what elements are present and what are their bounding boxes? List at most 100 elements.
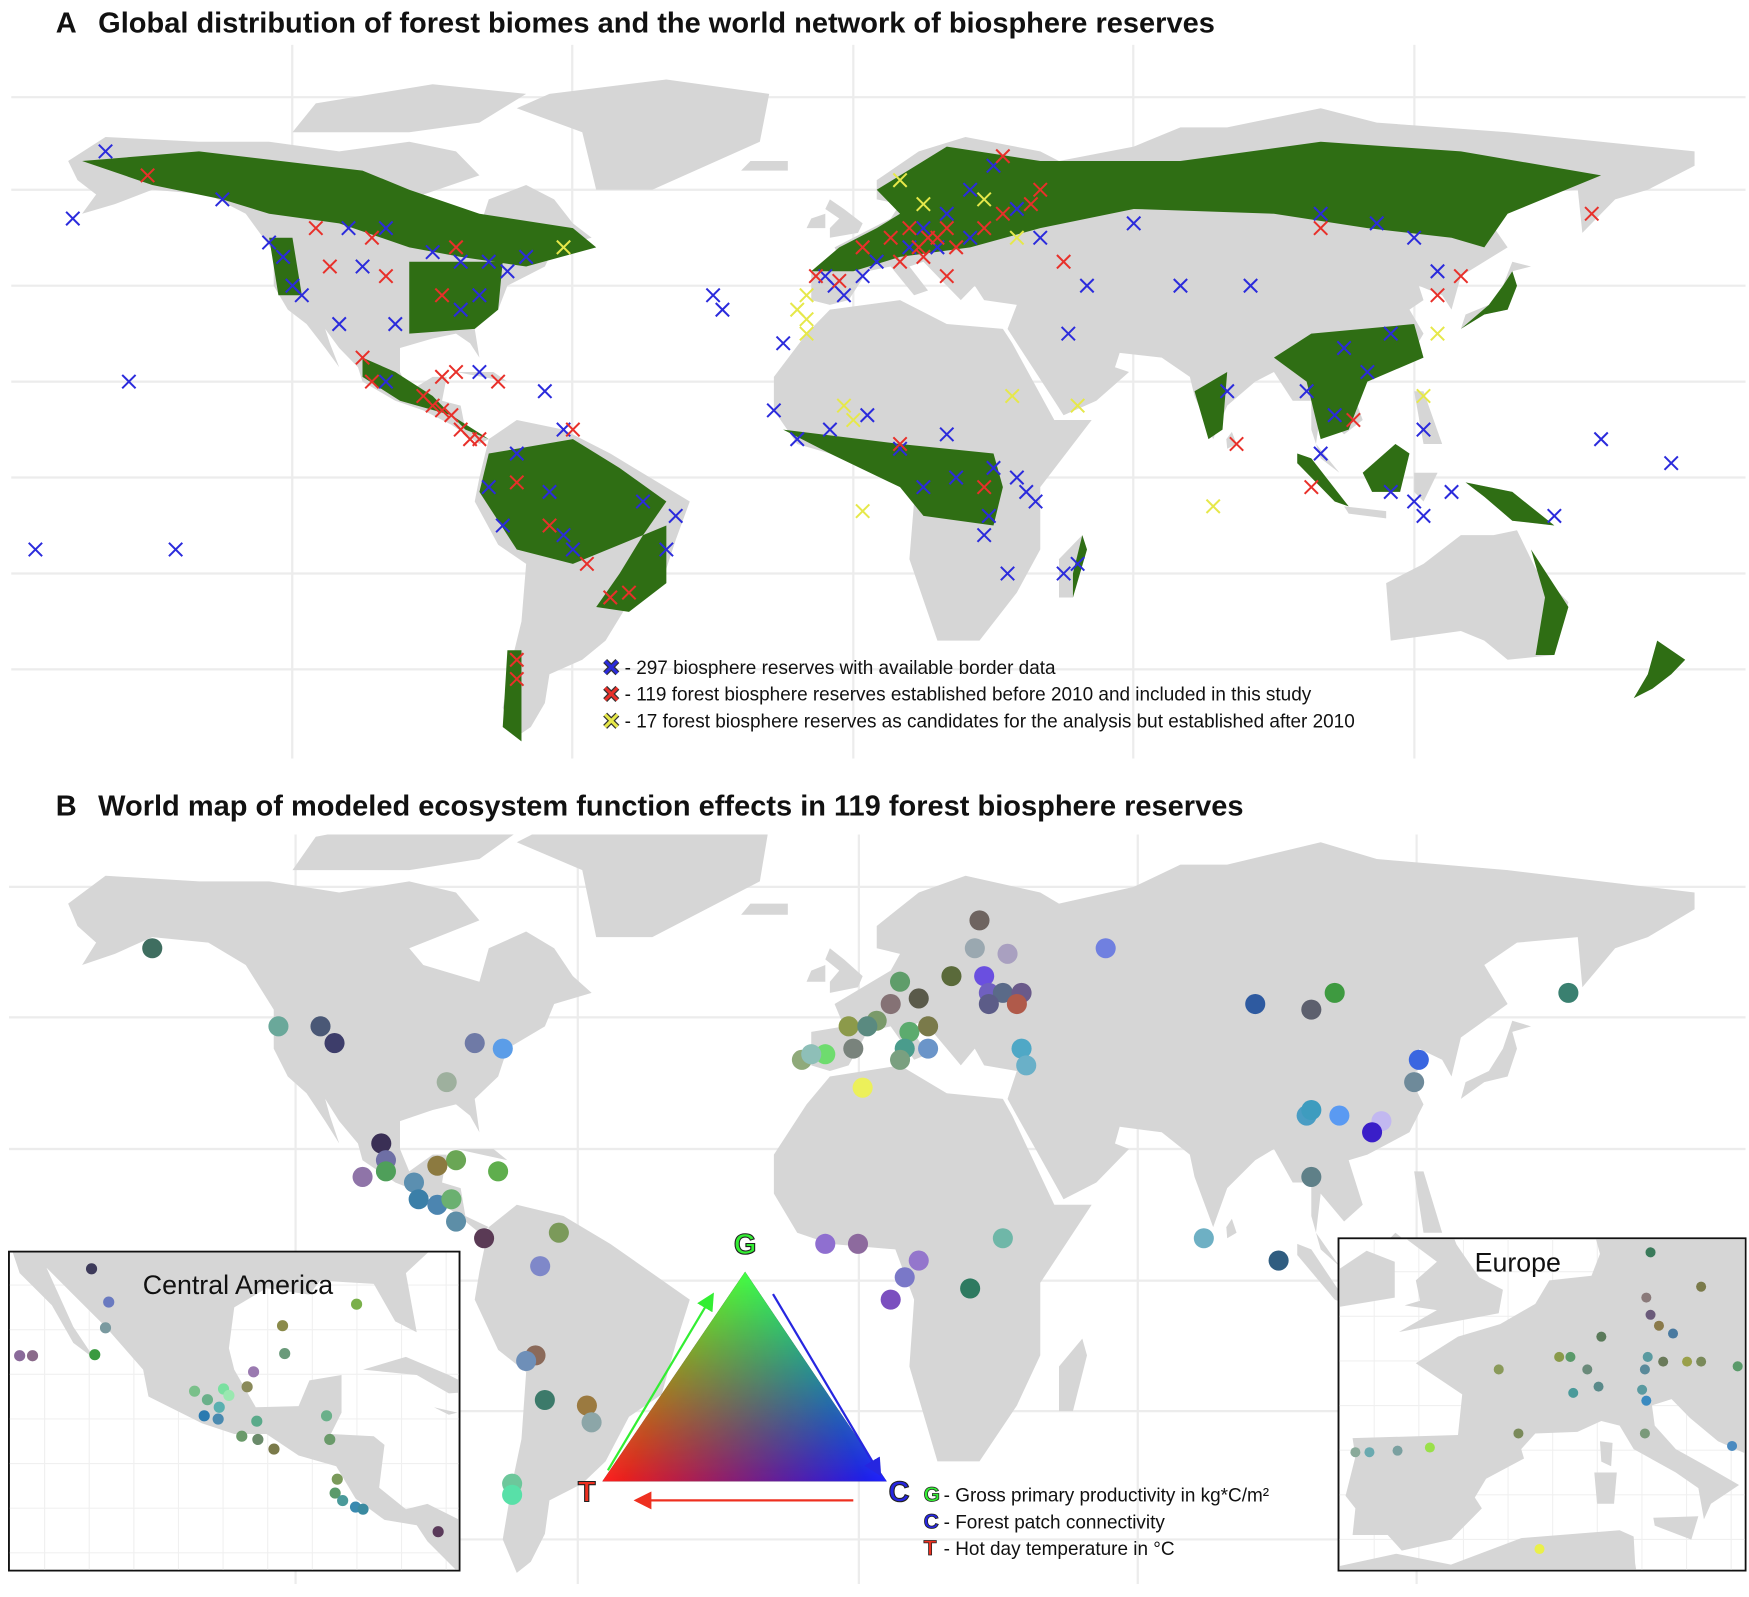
reserve-point (1534, 1544, 1545, 1555)
triangle-gradient (602, 1271, 887, 1482)
landmass (1338, 1250, 1395, 1307)
landmass (516, 834, 768, 938)
landmass (741, 160, 788, 171)
legend-letter: T (924, 1537, 937, 1560)
landmass (68, 137, 592, 444)
landmass (1594, 1472, 1617, 1504)
legend-label: - 297 biosphere reserves with available … (625, 658, 1056, 679)
reserve-point (188, 1385, 201, 1397)
reserve-point (248, 1366, 260, 1378)
reserve-point (1513, 1428, 1524, 1439)
reserve-marker (1345, 412, 1361, 428)
reserve-point (223, 1389, 235, 1402)
reserve-marker (766, 402, 782, 418)
reserve-point (329, 1487, 341, 1499)
reserve-marker (448, 239, 464, 255)
reserve-point (198, 1410, 210, 1422)
reserve-marker (892, 441, 908, 457)
reserve-point (838, 1016, 859, 1037)
reserve-point (279, 1348, 291, 1360)
reserve-marker (294, 287, 310, 303)
reserve-marker (355, 259, 370, 274)
reserve-point (436, 1072, 457, 1093)
landmass (1465, 482, 1555, 526)
reserve-point (1639, 1428, 1650, 1439)
reserve-marker (635, 494, 651, 509)
landmass (502, 650, 522, 742)
landmass (68, 875, 592, 1233)
reserve-point (1268, 1250, 1289, 1271)
reserve-point (1301, 999, 1322, 1020)
reserve-marker (1584, 206, 1600, 222)
reserve-marker (995, 206, 1011, 222)
reserve-marker (892, 254, 908, 270)
reserve-point (1095, 938, 1116, 959)
reserve-point (894, 1267, 915, 1288)
reserve-point (941, 966, 962, 987)
legend-label: - 119 forest biosphere reserves establis… (625, 685, 1312, 706)
legend-marker (604, 713, 619, 728)
reserve-marker (1383, 326, 1399, 342)
reserve-marker (658, 542, 674, 557)
reserve-marker (308, 220, 324, 236)
reserve-marker (883, 230, 899, 246)
reserve-marker (509, 474, 525, 490)
reserve-marker (462, 431, 478, 447)
reserve-marker (901, 220, 917, 236)
reserve-marker (1416, 388, 1431, 404)
reserve-marker (976, 191, 992, 207)
reserve-point (1493, 1364, 1504, 1375)
reserve-point (1350, 1447, 1361, 1458)
landmass (806, 964, 826, 982)
reserve-marker (1313, 206, 1329, 222)
reserve-marker (364, 230, 380, 246)
reserve-marker (331, 316, 347, 332)
reserve-marker (556, 239, 571, 255)
reserve-marker (939, 426, 955, 442)
reserve-marker (509, 652, 525, 668)
landmass (1531, 549, 1569, 656)
reserve-point (1565, 1351, 1576, 1362)
landmass (1345, 1238, 1746, 1551)
reserve-point (960, 1278, 981, 1299)
reserve-point (1645, 1309, 1656, 1320)
reserve-marker (1004, 388, 1020, 404)
reserve-marker (1009, 201, 1025, 217)
reserve-marker (495, 518, 511, 533)
reserve-marker (799, 311, 814, 327)
reserve-marker (916, 220, 931, 236)
reserve-marker (1383, 484, 1399, 500)
inset-europe: Europe (1337, 1237, 1747, 1572)
reserve-point (899, 1021, 920, 1042)
reserve-marker (1369, 215, 1385, 231)
reserve-point (890, 1049, 911, 1070)
reserve-point (371, 1133, 392, 1154)
reserve-point (357, 1503, 369, 1515)
landmass (1226, 1218, 1237, 1239)
reserve-point (1424, 1442, 1435, 1453)
reserve-marker (1205, 498, 1221, 514)
reserve-marker (799, 326, 814, 342)
reserve-marker (472, 287, 487, 303)
reserve-point (890, 971, 911, 992)
reserve-point (351, 1298, 363, 1310)
reserve-marker (341, 220, 356, 236)
reserve-marker (378, 220, 394, 236)
reserve-marker (425, 398, 441, 414)
reserve-marker (939, 206, 955, 222)
reserve-marker (121, 374, 137, 390)
reserve-point (1301, 1099, 1322, 1121)
reserve-point (1645, 1247, 1656, 1258)
landmass (783, 429, 1003, 526)
reserve-point (89, 1349, 101, 1361)
reserve-marker (976, 479, 992, 495)
reserve-marker (668, 508, 684, 524)
reserve-marker (556, 527, 571, 543)
reserve-marker (1056, 566, 1072, 581)
reserve-marker (1173, 278, 1188, 294)
landmass (455, 372, 508, 382)
reserve-point (857, 1016, 878, 1037)
legend-label: - Gross primary productivity in kg*C/m² (944, 1486, 1269, 1507)
landmass (1362, 443, 1410, 492)
reserve-point (997, 943, 1018, 964)
